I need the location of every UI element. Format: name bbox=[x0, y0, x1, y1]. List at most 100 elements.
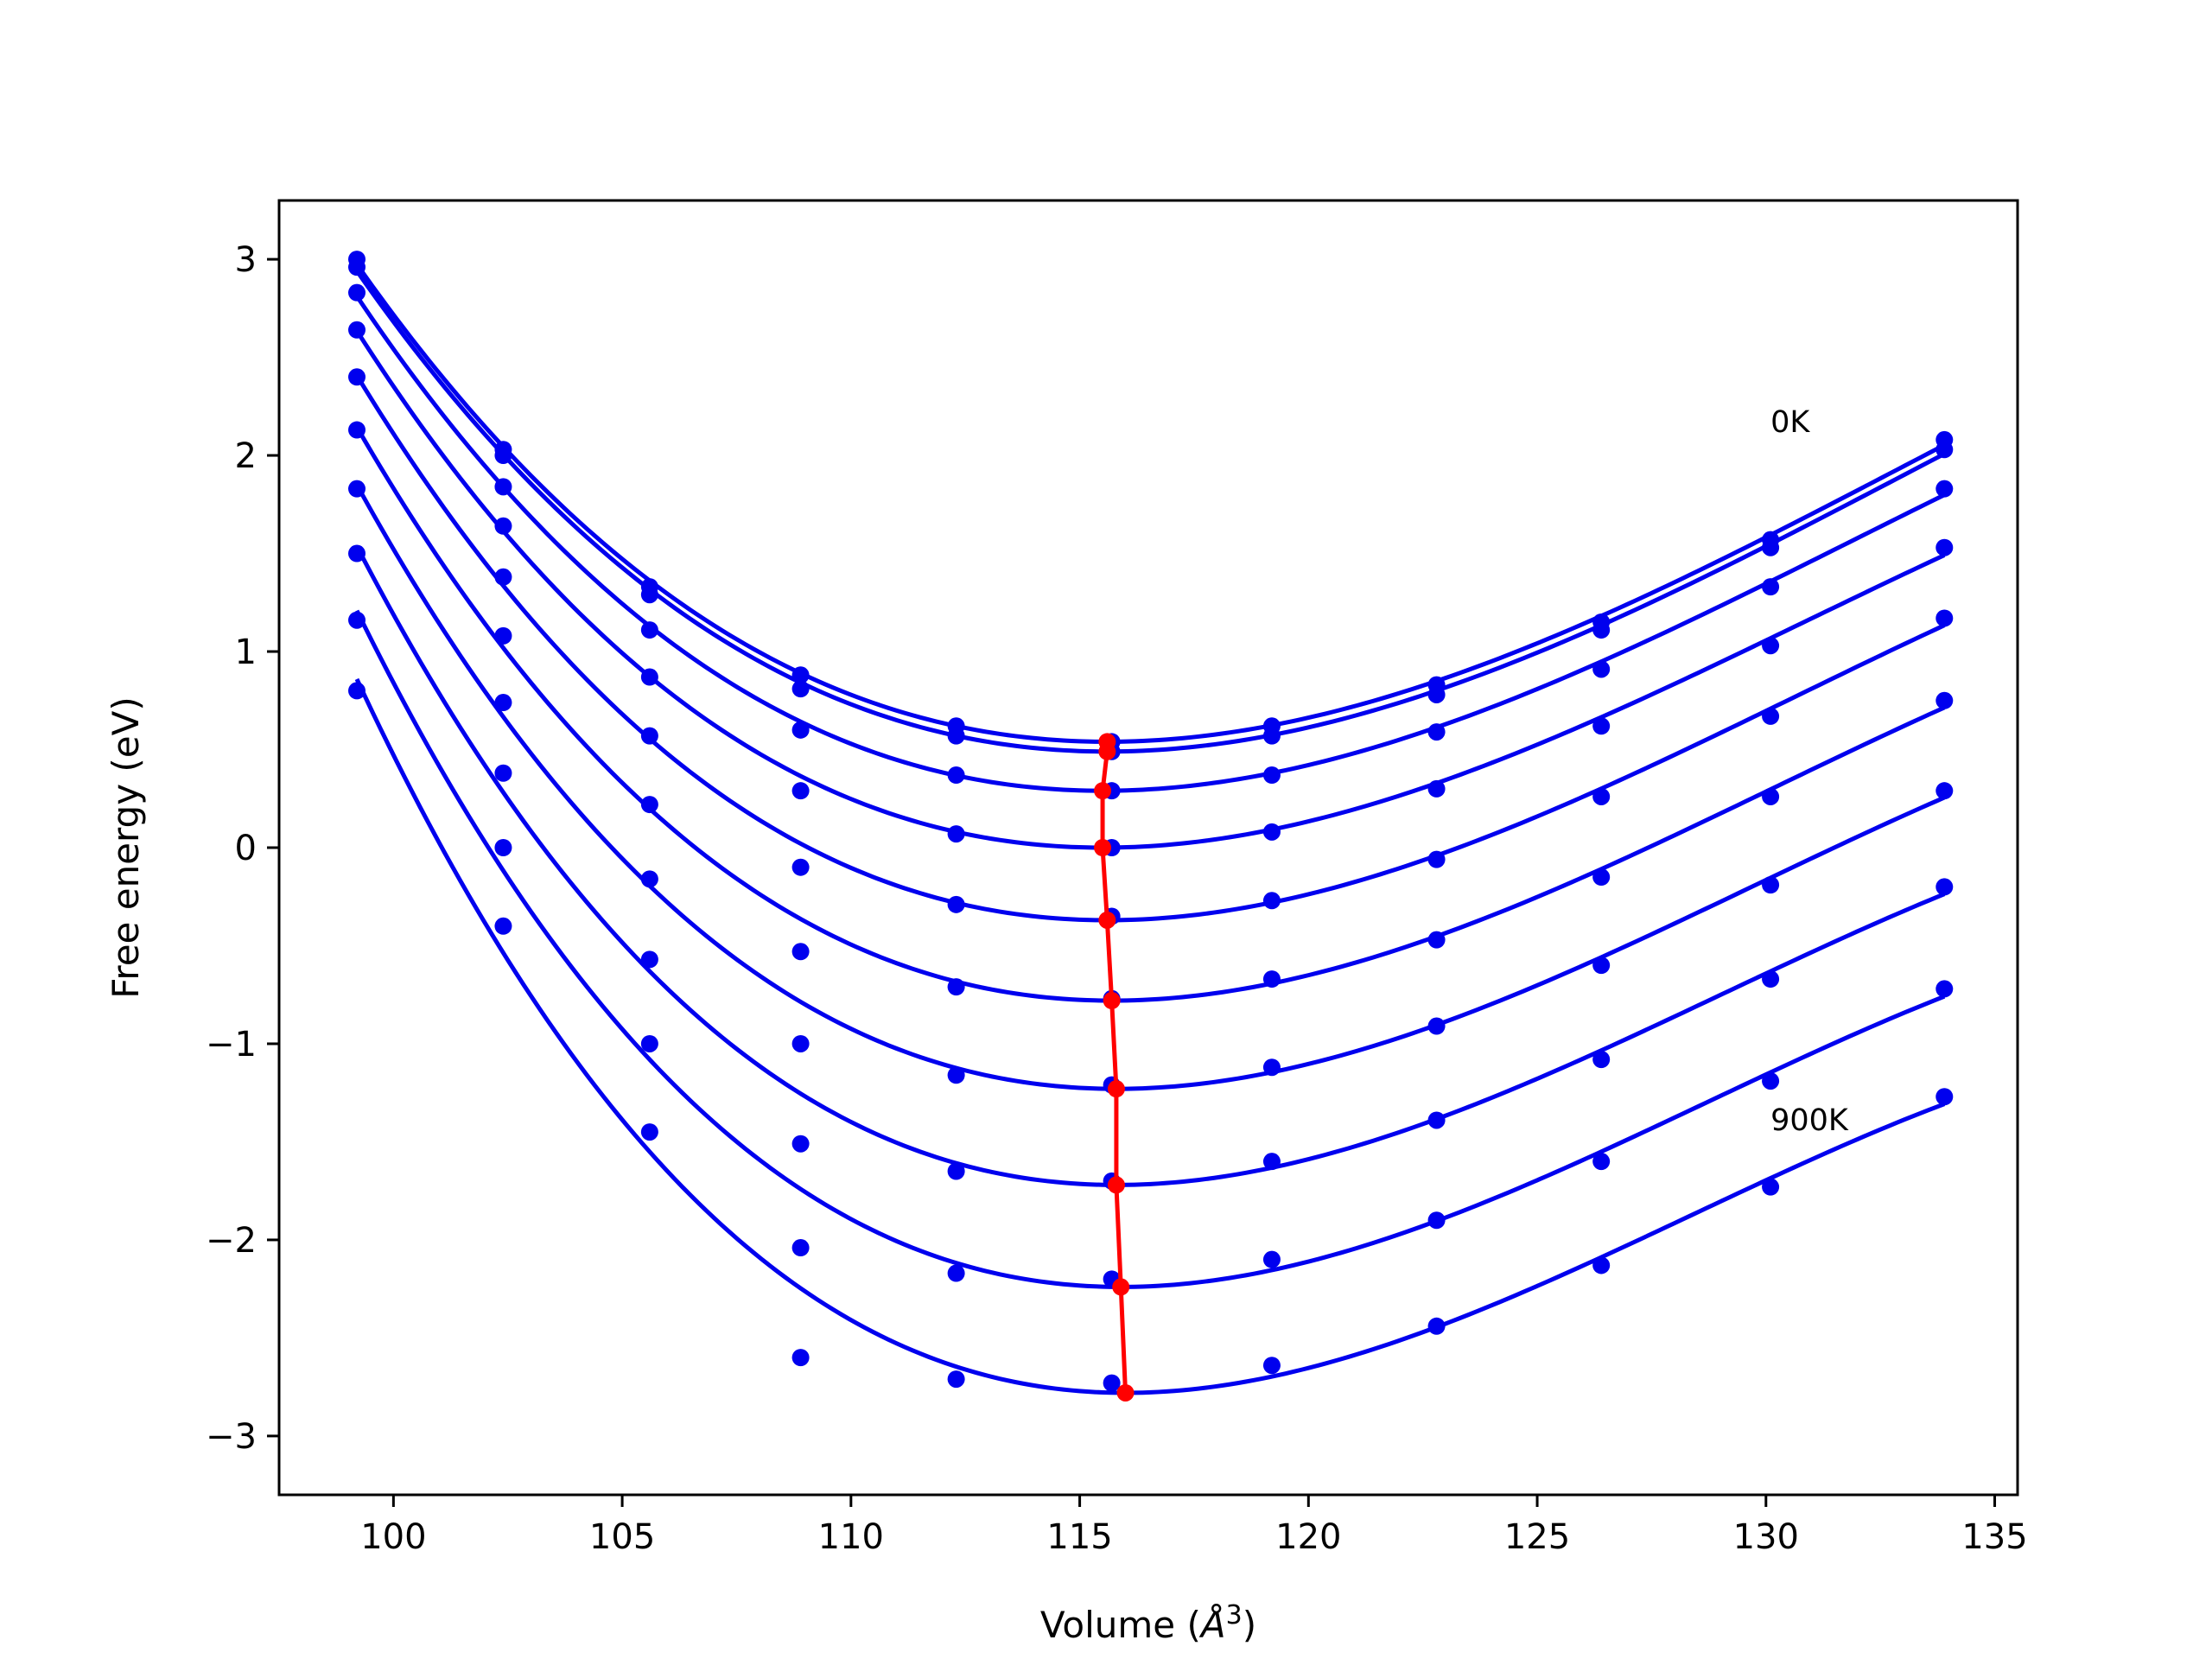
data-point bbox=[640, 586, 658, 604]
data-point bbox=[494, 764, 512, 782]
data-point bbox=[1762, 707, 1780, 725]
data-point bbox=[640, 796, 658, 814]
data-point bbox=[640, 668, 658, 686]
x-tick-label: 130 bbox=[1733, 1517, 1799, 1557]
data-point bbox=[348, 682, 366, 700]
x-axis-label-symbol: Å bbox=[1198, 1603, 1226, 1646]
data-point bbox=[640, 950, 658, 969]
axes: 100 105 110 115 120 125 130 135 −3 −2 −1 0 1 2 3 bbox=[206, 199, 2028, 1557]
y-tick-label: 3 bbox=[235, 240, 257, 280]
minimum-point bbox=[1116, 1383, 1135, 1402]
data-point bbox=[1427, 931, 1446, 949]
y-tick-label: 0 bbox=[235, 829, 257, 868]
data-point bbox=[947, 1370, 965, 1389]
data-point bbox=[791, 858, 810, 876]
minimum-line bbox=[1094, 733, 1135, 1402]
data-point bbox=[1427, 1211, 1446, 1230]
fit-curve-5 bbox=[354, 426, 1946, 1003]
data-point bbox=[1592, 660, 1611, 678]
data-point bbox=[348, 321, 366, 339]
annotations: 0K 900K bbox=[1770, 405, 1849, 1138]
data-point bbox=[1592, 868, 1611, 887]
x-tick-label: 105 bbox=[589, 1517, 655, 1557]
data-point bbox=[640, 621, 658, 639]
data-point bbox=[1262, 727, 1281, 745]
data-point bbox=[1592, 787, 1611, 805]
data-point bbox=[947, 1162, 965, 1180]
data-point bbox=[1262, 766, 1281, 785]
fit-curve-6 bbox=[354, 483, 1946, 1091]
y-tick-label: −2 bbox=[206, 1221, 257, 1261]
data-point bbox=[791, 680, 810, 698]
data-point bbox=[1762, 538, 1780, 556]
data-point bbox=[791, 1034, 810, 1052]
data-point bbox=[947, 825, 965, 843]
minimum-point bbox=[1098, 742, 1116, 760]
data-point bbox=[348, 421, 366, 439]
data-point bbox=[791, 1349, 810, 1367]
data-point bbox=[1103, 1374, 1121, 1392]
data-point bbox=[1762, 637, 1780, 655]
data-point bbox=[947, 727, 965, 745]
data-point bbox=[1592, 621, 1611, 639]
data-point bbox=[947, 1066, 965, 1084]
data-point bbox=[494, 839, 512, 856]
data-point bbox=[1427, 1111, 1446, 1129]
x-tick-label: 115 bbox=[1046, 1517, 1112, 1557]
data-point bbox=[1427, 1017, 1446, 1035]
data-point bbox=[791, 782, 810, 800]
data-point bbox=[791, 1135, 810, 1153]
minimum-line-path bbox=[1100, 741, 1128, 1394]
temperature-annotation: 900K bbox=[1770, 1103, 1849, 1138]
x-tick-label: 110 bbox=[818, 1517, 884, 1557]
x-axis-label-prefix: Volume ( bbox=[1040, 1604, 1201, 1646]
minimum-point bbox=[1098, 911, 1116, 929]
x-tick-label: 125 bbox=[1504, 1517, 1570, 1557]
minimum-point bbox=[1103, 992, 1121, 1010]
data-point bbox=[494, 568, 512, 586]
x-tick-label: 120 bbox=[1275, 1517, 1341, 1557]
data-points bbox=[348, 251, 1954, 1392]
fit-curves bbox=[354, 263, 1946, 1395]
data-point bbox=[947, 978, 965, 996]
data-point bbox=[1592, 957, 1611, 975]
data-point bbox=[1936, 480, 1954, 498]
minimum-point bbox=[1112, 1278, 1130, 1296]
fit-curve-9 bbox=[354, 677, 1946, 1395]
temperature-annotation: 0K bbox=[1770, 405, 1810, 440]
data-point bbox=[348, 611, 366, 629]
fit-curve-1 bbox=[354, 270, 1946, 754]
x-tick-label: 100 bbox=[360, 1517, 426, 1557]
y-tick-label: −1 bbox=[206, 1025, 257, 1065]
data-point bbox=[1262, 1153, 1281, 1171]
data-point bbox=[1936, 1088, 1954, 1106]
data-point bbox=[1427, 850, 1446, 868]
data-point bbox=[1262, 1250, 1281, 1268]
x-axis-label-sup: 3 bbox=[1226, 1600, 1243, 1630]
data-point bbox=[1592, 717, 1611, 735]
data-point bbox=[1936, 782, 1954, 800]
data-point bbox=[791, 943, 810, 961]
data-point bbox=[1762, 1072, 1780, 1090]
minimum-point bbox=[1094, 839, 1112, 856]
data-point bbox=[348, 258, 366, 276]
data-point bbox=[1936, 980, 1954, 998]
y-tick-label: 1 bbox=[235, 632, 257, 672]
data-point bbox=[1592, 1153, 1611, 1171]
data-point bbox=[1262, 892, 1281, 910]
data-point bbox=[1936, 609, 1954, 627]
data-point bbox=[494, 447, 512, 465]
data-point bbox=[494, 478, 512, 496]
data-point bbox=[1262, 823, 1281, 841]
data-point bbox=[1427, 685, 1446, 703]
data-point bbox=[1936, 878, 1954, 896]
data-point bbox=[1762, 787, 1780, 805]
data-point bbox=[1936, 441, 1954, 459]
minimum-point bbox=[1107, 1176, 1125, 1194]
y-tick-label: 2 bbox=[235, 436, 257, 476]
data-point bbox=[1762, 970, 1780, 988]
data-point bbox=[640, 1034, 658, 1052]
data-point bbox=[947, 766, 965, 785]
